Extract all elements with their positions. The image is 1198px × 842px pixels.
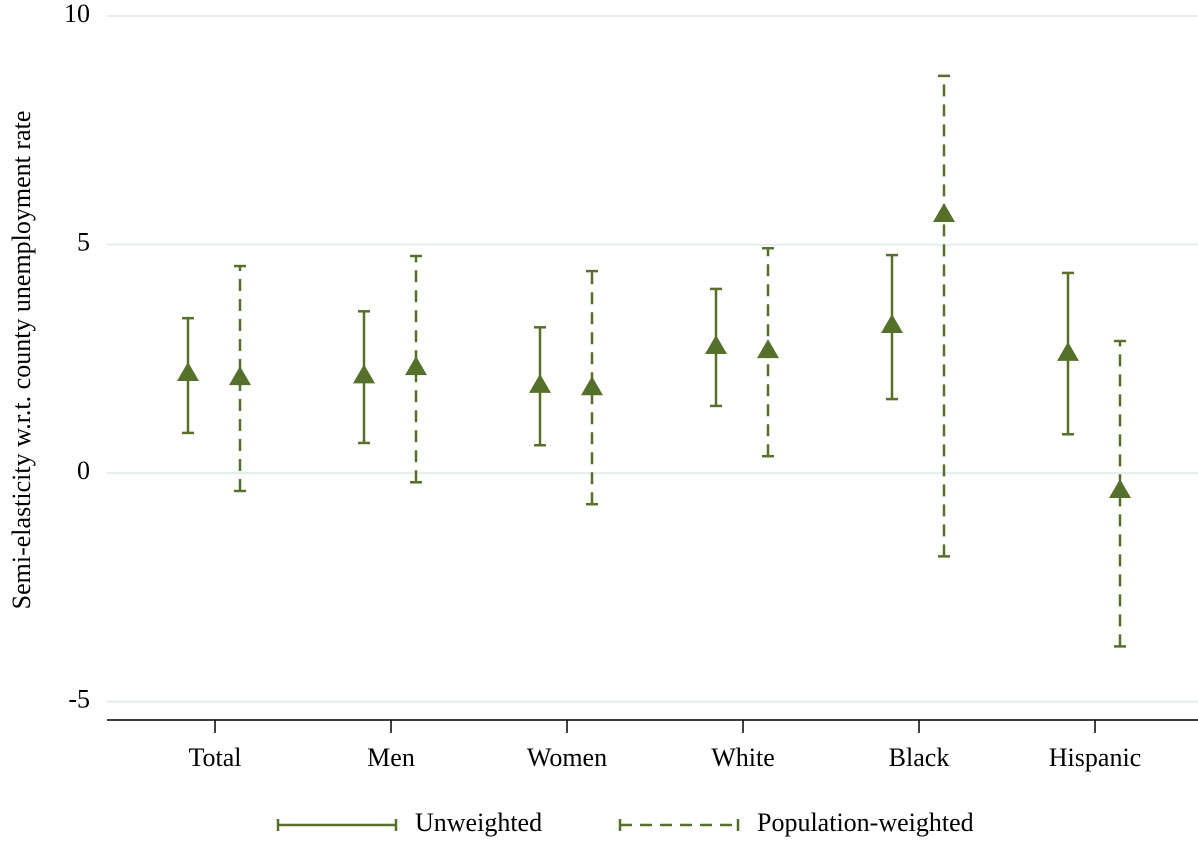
x-tick-label: Total	[188, 743, 241, 772]
point-marker	[933, 202, 955, 222]
x-tick-label: White	[711, 743, 775, 772]
y-axis-label: Semi-elasticity w.r.t. county unemployme…	[7, 111, 36, 610]
point-marker	[353, 364, 375, 384]
x-tick-label: Men	[367, 743, 415, 772]
point-marker	[757, 339, 779, 359]
point-marker	[1109, 479, 1131, 499]
point-marker	[881, 314, 903, 334]
point-marker	[229, 366, 251, 386]
point-marker	[405, 356, 427, 376]
y-tick-label: 10	[64, 0, 90, 28]
y-tick-label: 0	[77, 456, 90, 485]
point-marker	[529, 373, 551, 393]
y-tick-label: -5	[68, 685, 90, 714]
point-marker	[1057, 341, 1079, 361]
legend-label: Unweighted	[415, 808, 542, 837]
point-marker	[581, 376, 603, 396]
legend-label: Population-weighted	[757, 808, 974, 837]
x-tick-label: Hispanic	[1049, 743, 1141, 772]
y-tick-label: 5	[77, 228, 90, 257]
point-marker	[705, 335, 727, 355]
x-tick-label: Women	[527, 743, 607, 772]
point-marker	[177, 362, 199, 382]
x-tick-label: Black	[889, 743, 950, 772]
